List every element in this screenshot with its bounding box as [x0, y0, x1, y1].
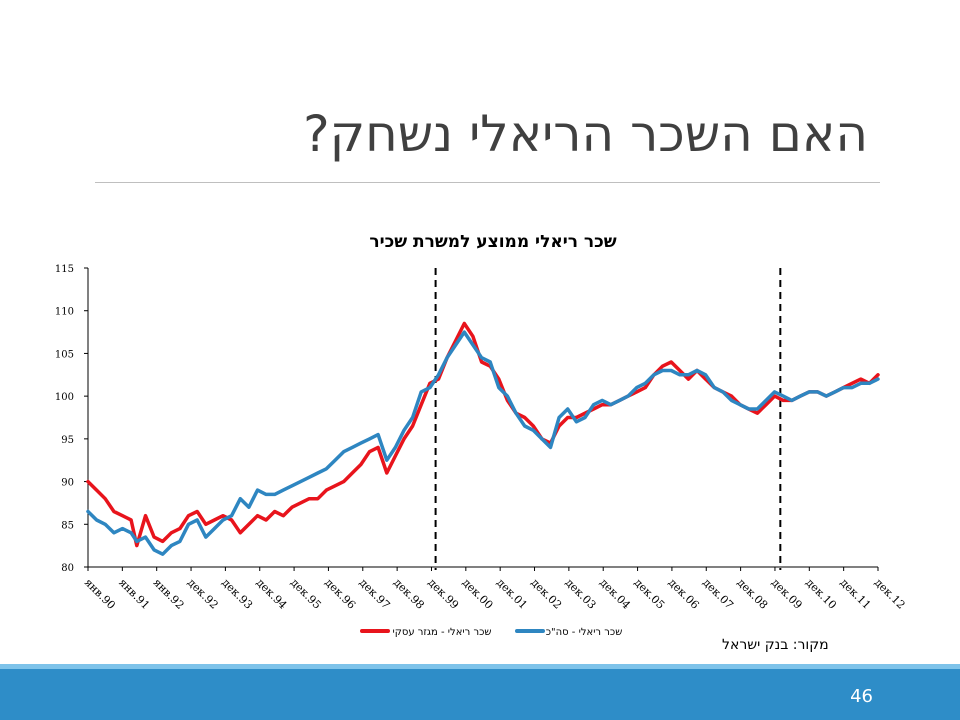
chart-legend: שכר ריאלי - מגזר עסקי שכר ריאלי - סה"כ [360, 627, 623, 638]
x-tick-label: дек.00 [460, 576, 496, 612]
x-tick-label: дек.93 [219, 576, 255, 612]
x-tick-label: дек.94 [254, 576, 290, 612]
x-tick-label: дек.07 [700, 576, 736, 612]
x-tick-label: дек.96 [322, 576, 358, 612]
x-tick-label: дек.98 [391, 576, 427, 612]
x-tick-label: янв.90 [82, 576, 118, 612]
x-tick-label: дек.01 [494, 576, 530, 612]
x-tick-label: дек.12 [872, 576, 908, 612]
y-tick-label: 110 [55, 307, 74, 318]
chart-title: שכר ריאלי ממוצע למשרת שכיר [369, 232, 616, 252]
legend-label: שכר ריאלי - סה"כ [546, 627, 623, 638]
x-tick-label: дек.11 [838, 576, 874, 612]
x-tick-label: дек.09 [769, 576, 805, 612]
footer-accent [0, 664, 960, 669]
footer-bar [0, 664, 960, 720]
reference-lines [434, 268, 782, 570]
line-chart: שכר ריאלי ממוצע למשרת שכיר 80 85 90 95 100 10… [55, 232, 908, 638]
y-tick-label: 105 [55, 349, 74, 360]
x-tick-label: янв.91 [116, 576, 152, 612]
x-tick-label: дек.08 [734, 576, 770, 612]
y-tick-label: 90 [61, 478, 74, 489]
y-tick-label: 115 [55, 264, 74, 275]
x-tick-label: дек.97 [357, 576, 393, 612]
series-lines [86, 321, 880, 556]
source-note: מקור: בנק ישראל [722, 637, 829, 653]
y-tick-label: 85 [61, 520, 74, 531]
x-tick-label: дек.05 [631, 576, 667, 612]
x-tick-label: дек.03 [563, 576, 599, 612]
x-tick-label: дек.92 [185, 576, 221, 612]
x-tick-label: дек.10 [803, 576, 839, 612]
y-tick-label: 80 [61, 563, 74, 574]
title-divider [95, 182, 880, 183]
page-number: 46 [850, 686, 873, 707]
x-tick-label: дек.06 [666, 576, 702, 612]
y-axis: 80 85 90 95 100 105 110 115 [55, 264, 878, 574]
x-tick-label: янв.92 [151, 576, 187, 612]
x-tick-label: дек.99 [425, 576, 461, 612]
series-line [86, 330, 880, 556]
legend-label: שכר ריאלי - מגזר עסקי [393, 627, 492, 638]
page-title: האם השכר הריאלי נשחק? [303, 105, 868, 163]
y-tick-label: 95 [61, 435, 74, 446]
y-tick-label: 100 [55, 392, 74, 403]
x-tick-label: дек.04 [597, 576, 633, 612]
x-tick-label: дек.95 [288, 576, 324, 612]
x-tick-label: дек.02 [528, 576, 564, 612]
x-axis: янв.90янв.91янв.92дек.92дек.93дек.94дек.… [82, 567, 908, 612]
